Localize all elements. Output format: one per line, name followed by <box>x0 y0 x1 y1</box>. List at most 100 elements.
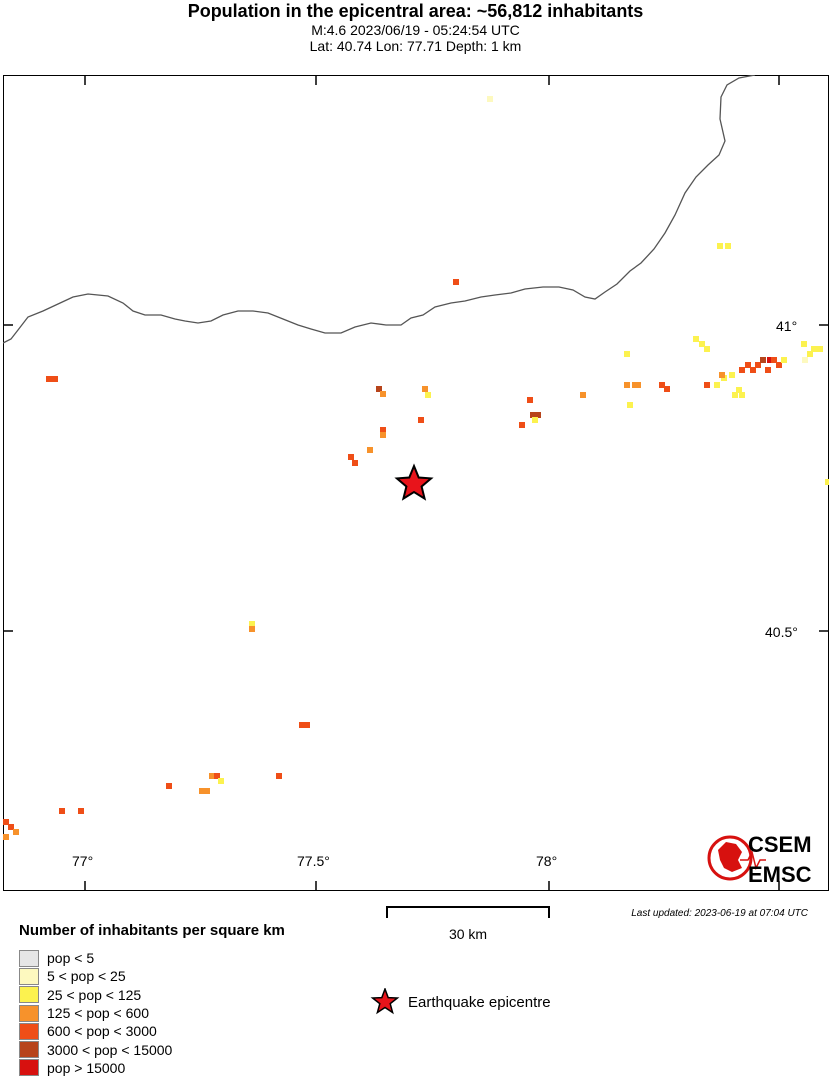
y-tick-label: 41° <box>776 318 798 334</box>
last-updated: Last updated: 2023-06-19 at 07:04 UTC <box>631 908 808 919</box>
y-tick-label: 40.5° <box>765 624 798 640</box>
legend-item: 600 < pop < 3000 <box>19 1022 172 1040</box>
legend: pop < 5 5 < pop < 25 25 < pop < 125 125 … <box>19 949 172 1077</box>
population-cell <box>204 788 210 794</box>
population-cell <box>664 386 670 392</box>
population-cell <box>52 376 58 382</box>
population-cell <box>249 621 255 627</box>
population-cell <box>418 417 424 423</box>
population-cell <box>717 243 723 249</box>
event-details: M:4.6 2023/06/19 - 05:24:54 UTC <box>311 22 520 38</box>
population-cell <box>453 279 459 285</box>
legend-item: 125 < pop < 600 <box>19 1004 172 1022</box>
population-cell <box>367 447 373 453</box>
population-cell <box>380 427 386 433</box>
population-cell <box>719 372 725 378</box>
event-location: Lat: 40.74 Lon: 77.71 Depth: 1 km <box>309 38 522 54</box>
population-cell <box>659 382 665 388</box>
legend-item: pop < 5 <box>19 949 172 967</box>
population-cell <box>802 357 808 363</box>
x-tick-label: 78° <box>536 853 558 869</box>
population-cell <box>218 778 224 784</box>
legend-swatch <box>19 986 39 1004</box>
x-tick-label: 77.5° <box>297 853 330 869</box>
population-cell <box>519 422 525 428</box>
population-cell <box>425 392 431 398</box>
scale-bar <box>386 906 550 918</box>
population-cell <box>276 773 282 779</box>
population-cell <box>352 460 358 466</box>
population-cell <box>635 382 641 388</box>
population-cell <box>627 402 633 408</box>
population-cell <box>13 829 19 835</box>
population-cell <box>736 387 742 393</box>
population-cell <box>693 336 699 342</box>
epicentre-legend-label: Earthquake epicentre <box>408 993 551 1011</box>
legend-label: 5 < pop < 25 <box>47 968 126 985</box>
legend-swatch <box>19 949 39 967</box>
population-cell <box>380 391 386 397</box>
population-cell <box>3 834 9 840</box>
population-cell <box>811 346 817 352</box>
population-cell <box>166 783 172 789</box>
population-cell <box>59 808 65 814</box>
emsc-logo: CSEM EMSC <box>707 832 812 887</box>
legend-label: pop > 15000 <box>47 1059 126 1076</box>
population-cell <box>3 819 9 825</box>
axis-ticks <box>3 75 829 891</box>
legend-label: pop < 5 <box>47 950 95 967</box>
population-cell <box>532 417 538 423</box>
population-cell <box>745 362 751 368</box>
scale-label: 30 km <box>448 926 488 942</box>
population-cell <box>776 362 782 368</box>
population-map <box>3 75 829 891</box>
population-cell <box>765 367 771 373</box>
border-line <box>3 75 756 344</box>
population-cell <box>704 382 710 388</box>
population-cells <box>3 96 829 840</box>
population-cell <box>214 773 220 779</box>
logo-text-csem: CSEM <box>748 832 812 857</box>
epicentre-star <box>394 463 434 501</box>
map-title: Population in the epicentral area: ~56,8… <box>187 1 644 21</box>
population-cell <box>767 357 773 363</box>
x-tick-label: 77° <box>72 853 94 869</box>
legend-item: 25 < pop < 125 <box>19 986 172 1004</box>
population-cell <box>817 346 823 352</box>
population-cell <box>714 382 720 388</box>
population-cell <box>732 392 738 398</box>
population-cell <box>760 357 766 363</box>
legend-title: Number of inhabitants per square km <box>19 922 285 939</box>
population-cell <box>699 341 705 347</box>
map-header: Population in the epicentral area: ~56,8… <box>0 0 831 54</box>
population-cell <box>725 243 731 249</box>
legend-swatch <box>19 1041 39 1059</box>
population-cell <box>249 626 255 632</box>
population-cell <box>750 367 756 373</box>
population-cell <box>580 392 586 398</box>
population-cell <box>304 722 310 728</box>
population-cell <box>380 432 386 438</box>
population-cell <box>535 412 541 418</box>
legend-item: 3000 < pop < 15000 <box>19 1040 172 1059</box>
population-cell <box>739 367 745 373</box>
population-cell <box>825 479 829 485</box>
population-cell <box>209 773 215 779</box>
population-cell <box>624 351 630 357</box>
population-cell <box>771 357 777 363</box>
star-icon <box>370 988 400 1015</box>
epicentre-legend: Earthquake epicentre <box>370 988 551 1016</box>
population-cell <box>704 346 710 352</box>
population-cell <box>781 357 787 363</box>
legend-swatch <box>19 1059 39 1077</box>
population-cell <box>624 382 630 388</box>
logo-text-emsc: EMSC <box>748 862 812 887</box>
legend-item: pop > 15000 <box>19 1059 172 1077</box>
population-cell <box>807 351 813 357</box>
population-cell <box>487 96 493 102</box>
legend-swatch <box>19 967 39 985</box>
legend-item: 5 < pop < 25 <box>19 967 172 985</box>
population-cell <box>8 824 14 830</box>
population-cell <box>376 386 382 392</box>
legend-swatch <box>19 1022 39 1040</box>
